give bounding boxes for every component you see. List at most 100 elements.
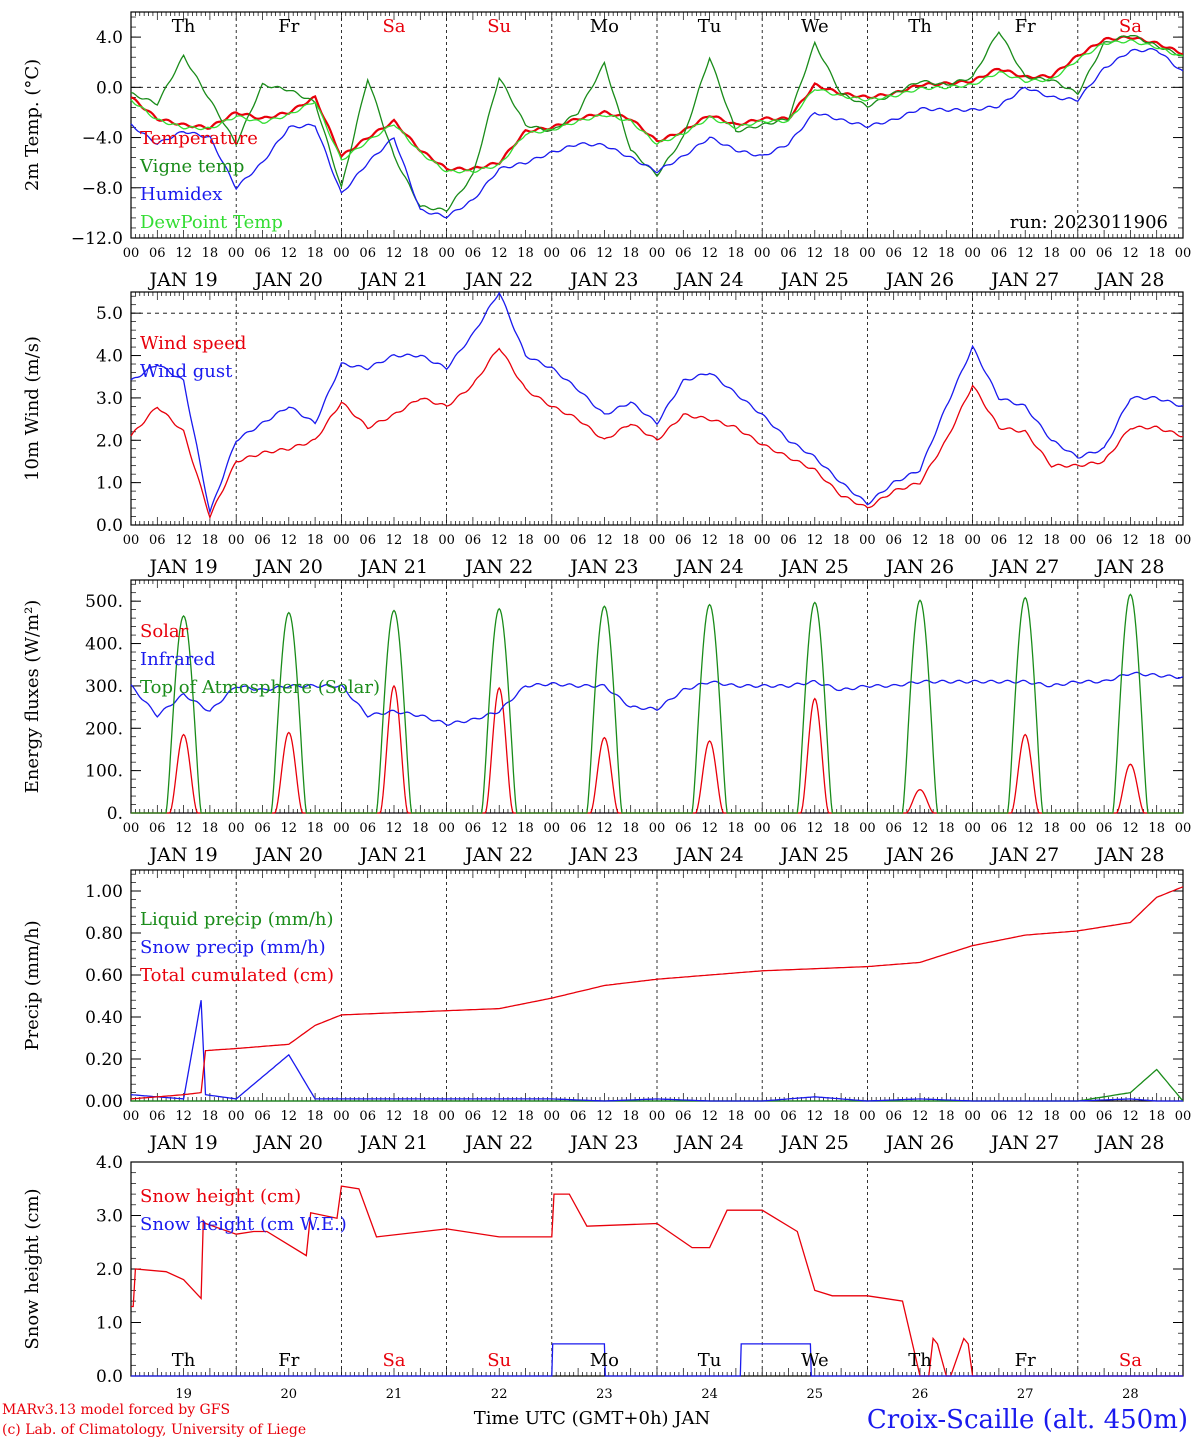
- hour-tick-label: 00: [649, 1109, 666, 1124]
- date-label: JAN 27: [989, 844, 1059, 866]
- hour-tick-label: 00: [123, 1109, 140, 1124]
- date-label: JAN 20: [253, 844, 323, 866]
- y-tick-label: −12.0: [71, 229, 123, 249]
- legend-entry: Total cumulated (cm): [140, 965, 334, 986]
- y-tick-label: −4.0: [82, 129, 123, 149]
- hour-tick-label: 06: [991, 1109, 1008, 1124]
- hour-tick-label: 06: [465, 1109, 482, 1124]
- series-line-wind-gust: [130, 291, 1184, 515]
- date-label: JAN 24: [674, 269, 744, 291]
- hour-tick-label: 00: [333, 533, 350, 548]
- hour-tick-label: 00: [228, 1109, 245, 1124]
- legend-entry: Temperature: [140, 128, 258, 149]
- panel-precip: 1.00 0.80 0.60 0.40 0.20 0.00 Precip (mm/h) 00 0…: [22, 869, 1192, 1154]
- y-tick-label: 0.80: [85, 924, 123, 944]
- hour-tick-label: 18: [622, 1109, 639, 1124]
- hour-tick-label: 12: [1017, 821, 1034, 836]
- hour-tick-label: 12: [175, 1109, 192, 1124]
- hour-tick-label: 00: [1175, 246, 1192, 261]
- date-label: JAN 26: [884, 269, 954, 291]
- date-label: JAN 23: [568, 269, 638, 291]
- date-label: JAN 21: [358, 1132, 428, 1154]
- weekday-label: Th: [172, 16, 196, 37]
- weekday-label: Su: [487, 16, 511, 37]
- hour-tick-label: 12: [386, 1109, 403, 1124]
- date-label: JAN 21: [358, 844, 428, 866]
- legend-entry: Vigne temp: [139, 156, 244, 177]
- hour-tick-label: 18: [938, 533, 955, 548]
- day-number-label: 25: [807, 1387, 824, 1402]
- hour-tick-label: 00: [438, 246, 455, 261]
- date-label: JAN 19: [148, 269, 218, 291]
- weekday-label: Sa: [382, 1350, 405, 1371]
- date-label: JAN 20: [253, 269, 323, 291]
- hour-tick-label: 18: [938, 1109, 955, 1124]
- hour-tick-label: 06: [675, 821, 692, 836]
- hour-tick-label: 18: [517, 1109, 534, 1124]
- hour-tick-label: 06: [780, 533, 797, 548]
- hour-tick-label: 12: [281, 1109, 298, 1124]
- hour-tick-label: 06: [254, 246, 271, 261]
- legend-entry: Wind speed: [140, 333, 246, 354]
- hour-tick-label: 00: [123, 533, 140, 548]
- legend-entry: Snow precip (mm/h): [140, 937, 326, 958]
- hour-tick-label: 18: [412, 1109, 429, 1124]
- hour-tick-label: 12: [912, 821, 929, 836]
- hour-tick-label: 00: [754, 246, 771, 261]
- date-label: JAN 28: [1094, 269, 1164, 291]
- hour-tick-label: 06: [675, 246, 692, 261]
- series-line-humidex: [130, 47, 1184, 219]
- date-label: JAN 23: [568, 556, 638, 578]
- y-tick-label: 0.0: [96, 78, 123, 98]
- hour-tick-label: 06: [1096, 1109, 1113, 1124]
- weekday-label: Th: [172, 1350, 196, 1371]
- hour-tick-label: 00: [123, 821, 140, 836]
- hour-tick-label: 00: [333, 1109, 350, 1124]
- date-label: JAN 19: [148, 1132, 218, 1154]
- hour-tick-label: 00: [438, 821, 455, 836]
- hour-tick-label: 06: [254, 533, 271, 548]
- hour-tick-label: 12: [1122, 821, 1139, 836]
- y-tick-label: 300.: [85, 677, 123, 697]
- hour-tick-label: 12: [596, 533, 613, 548]
- legend-entry: Snow height (cm): [140, 1186, 301, 1207]
- date-label: JAN 25: [779, 844, 849, 866]
- hour-tick-label: 00: [333, 821, 350, 836]
- hour-tick-label: 12: [386, 533, 403, 548]
- y-tick-label: 1.0: [96, 474, 123, 494]
- x-axis-title: Time UTC (GMT+0h) JAN: [474, 1408, 711, 1429]
- date-label: JAN 19: [148, 844, 218, 866]
- hour-tick-label: 18: [1148, 821, 1165, 836]
- date-label: JAN 21: [358, 269, 428, 291]
- hour-tick-label: 18: [833, 1109, 850, 1124]
- hour-tick-label: 12: [912, 533, 929, 548]
- hour-tick-label: 18: [412, 821, 429, 836]
- y-axis-title: 10m Wind (m/s): [22, 336, 43, 481]
- station-name: Croix-Scaille (alt. 450m): [867, 1405, 1188, 1435]
- hour-tick-label: 06: [570, 1109, 587, 1124]
- hour-tick-label: 06: [675, 533, 692, 548]
- date-label: JAN 27: [989, 1132, 1059, 1154]
- hour-tick-label: 00: [754, 533, 771, 548]
- hour-tick-label: 06: [991, 533, 1008, 548]
- hour-tick-label: 12: [1017, 1109, 1034, 1124]
- date-label: JAN 28: [1094, 1132, 1164, 1154]
- hour-tick-label: 12: [1017, 533, 1034, 548]
- hour-tick-label: 06: [1096, 246, 1113, 261]
- hour-tick-label: 12: [491, 821, 508, 836]
- hour-tick-label: 18: [202, 246, 219, 261]
- hour-tick-label: 12: [281, 821, 298, 836]
- hour-tick-label: 06: [1096, 821, 1113, 836]
- date-label: JAN 22: [463, 269, 533, 291]
- hour-tick-label: 00: [1175, 1109, 1192, 1124]
- hour-tick-label: 18: [1043, 246, 1060, 261]
- legend-entry: Solar: [140, 621, 189, 642]
- y-tick-label: 400.: [85, 635, 123, 655]
- hour-tick-label: 18: [728, 821, 745, 836]
- weekday-label: Fr: [278, 1350, 299, 1371]
- hour-tick-label: 12: [1122, 1109, 1139, 1124]
- legend-entry: Infrared: [140, 649, 215, 670]
- hour-tick-label: 06: [991, 821, 1008, 836]
- hour-tick-label: 06: [149, 1109, 166, 1124]
- hour-tick-label: 12: [807, 246, 824, 261]
